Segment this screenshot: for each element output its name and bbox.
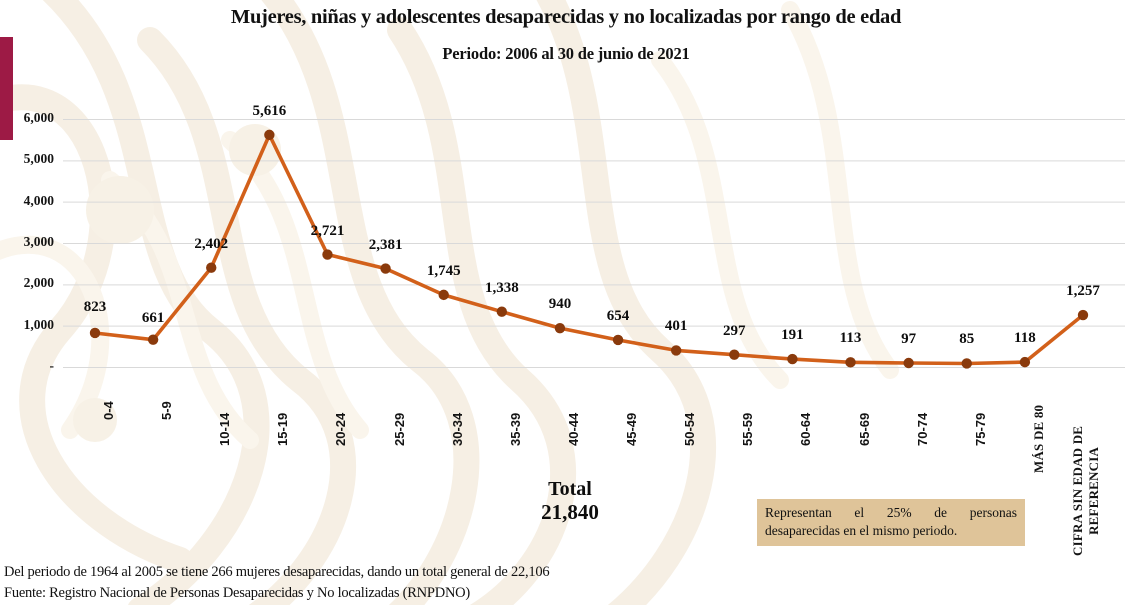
y-axis-tick: 1,000 (23, 316, 54, 332)
total-value: 21,840 (541, 500, 599, 525)
y-axis-tick: 6,000 (23, 110, 54, 125)
x-axis-tick: CIFRA SIN EDAD DE REFERENCIA (1070, 425, 1102, 556)
x-axis-tick: 60-64 (798, 412, 814, 446)
x-axis-tick: 70-74 (914, 412, 930, 446)
data-value-label: 2,381 (368, 236, 403, 253)
data-value-label: 85 (959, 331, 975, 348)
data-value-label: 401 (664, 318, 688, 335)
x-axis-tick: 40-44 (565, 412, 581, 446)
data-value-label: 5,616 (252, 102, 287, 119)
data-value-label: 661 (141, 309, 165, 326)
data-value-label: 940 (548, 296, 572, 313)
note-text: Representan el 25% de personas desaparec… (765, 505, 1017, 539)
x-axis-tick: MÁS DE 80 (1030, 404, 1046, 473)
x-axis-tick: 10-14 (217, 412, 233, 446)
data-value-label: 97 (901, 330, 917, 347)
y-axis-tick: - (49, 358, 55, 373)
data-value-label: 297 (723, 322, 746, 339)
x-axis-tick: 0-4 (101, 401, 116, 420)
x-axis-tick: 45-49 (624, 412, 640, 446)
data-value-label: 1,338 (484, 279, 519, 296)
data-value-label: 1,745 (426, 262, 461, 279)
data-value-label: 118 (1014, 330, 1036, 347)
x-axis-tick: 50-54 (682, 412, 698, 446)
x-axis-tick: 30-34 (449, 412, 465, 446)
footnote-line-2: Fuente: Registro Nacional de Personas De… (4, 584, 470, 601)
page-title: Mujeres, niñas y adolescentes desapareci… (230, 6, 902, 28)
y-axis-tick: 5,000 (23, 151, 54, 167)
y-axis-tick: 4,000 (23, 192, 54, 208)
data-value-label: 654 (606, 307, 630, 324)
x-axis-tick: 5-9 (159, 401, 175, 420)
page-subtitle: Periodo: 2006 al 30 de junio de 2021 (442, 44, 690, 63)
data-value-label: 823 (83, 298, 107, 315)
data-value-label: 113 (839, 330, 862, 347)
x-axis-tick: 25-29 (391, 412, 407, 446)
x-axis-tick: 35-39 (507, 412, 523, 446)
note-callout: Representan el 25% de personas desaparec… (757, 499, 1025, 547)
data-series-line (93, 133, 1085, 366)
data-value-label: 2,721 (310, 222, 345, 239)
x-axis-tick: 65-69 (856, 412, 872, 446)
footnotes: Del periodo de 1964 al 2005 se tiene 266… (4, 562, 550, 603)
y-axis-tick: 3,000 (23, 234, 54, 249)
y-axis-tick: 2,000 (23, 275, 54, 291)
data-value-label: 191 (781, 327, 804, 344)
data-value-label: 2,402 (194, 235, 229, 252)
x-axis-tick: 15-19 (275, 412, 291, 446)
footnote-line-1: Del periodo de 1964 al 2005 se tiene 266… (4, 564, 550, 580)
total-block: Total 21,840 (470, 478, 670, 525)
x-axis-tick: 20-24 (333, 412, 349, 446)
total-label: Total (548, 478, 592, 500)
data-value-label: 1,257 (1066, 283, 1100, 300)
x-axis-tick: 75-79 (972, 412, 988, 446)
x-axis-tick: 55-59 (740, 412, 756, 446)
